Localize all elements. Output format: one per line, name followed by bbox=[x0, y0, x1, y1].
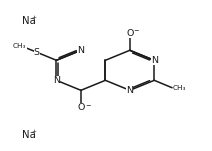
Text: N: N bbox=[53, 76, 60, 85]
Text: +: + bbox=[31, 15, 36, 20]
Text: S: S bbox=[33, 48, 40, 57]
Text: N: N bbox=[77, 46, 84, 55]
Text: +: + bbox=[31, 129, 36, 134]
Text: Na: Na bbox=[22, 130, 36, 140]
Text: O: O bbox=[126, 29, 134, 38]
Text: N: N bbox=[126, 86, 133, 95]
Text: Na: Na bbox=[22, 16, 36, 26]
Text: CH₃: CH₃ bbox=[173, 85, 187, 91]
Text: N: N bbox=[151, 56, 158, 65]
Text: −: − bbox=[134, 29, 139, 34]
Text: −: − bbox=[85, 103, 90, 109]
Text: CH₃: CH₃ bbox=[13, 43, 26, 49]
Text: O: O bbox=[77, 103, 85, 112]
